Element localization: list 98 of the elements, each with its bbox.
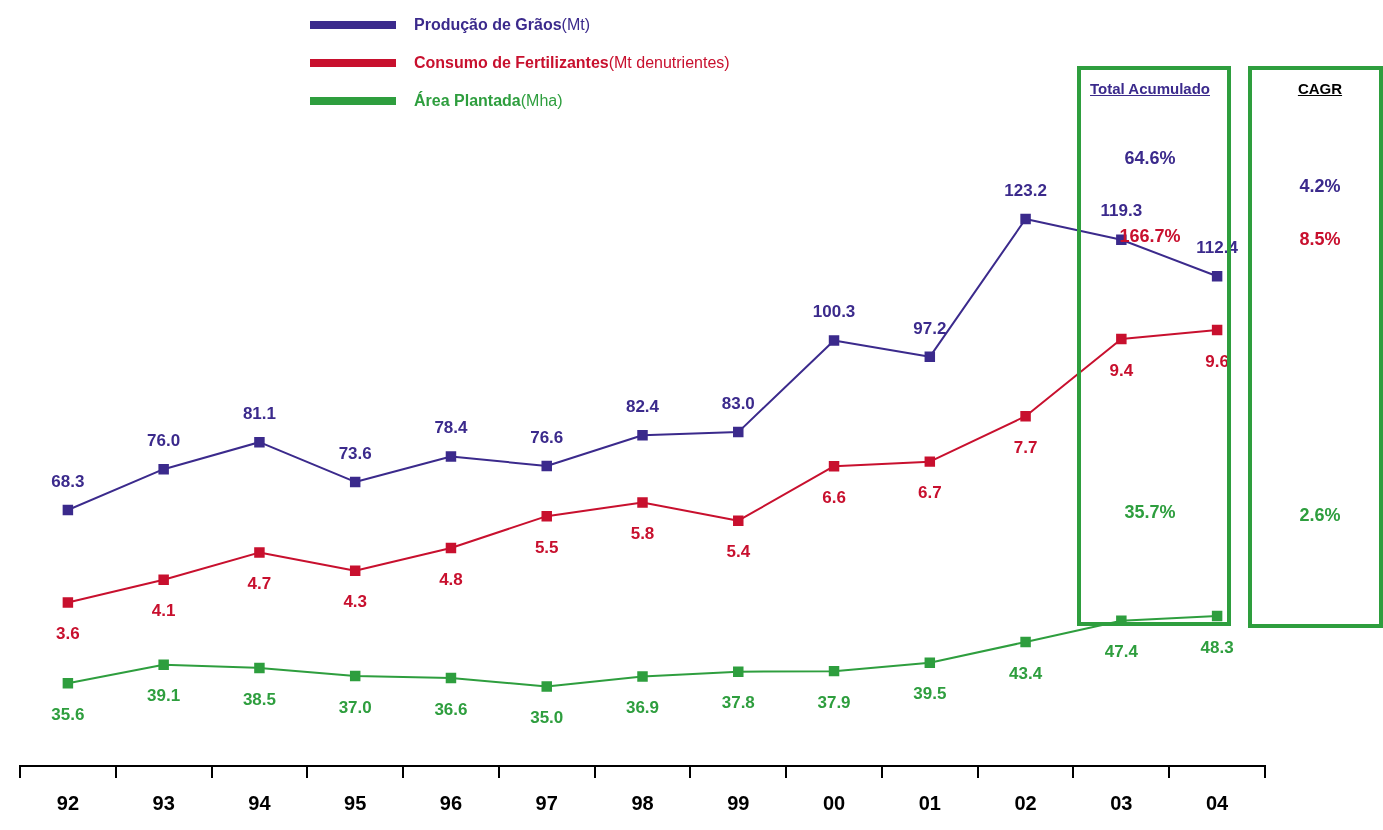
data-label: 119.3 [1100, 201, 1143, 221]
point [828, 460, 840, 472]
data-label: 82.4 [625, 396, 660, 416]
point [254, 436, 265, 448]
x-tick-label: 95 [344, 791, 367, 814]
point [1211, 610, 1223, 622]
data-label: 4.7 [247, 574, 272, 594]
point [158, 659, 169, 671]
text: Produção de Grãos(Mt) [414, 16, 591, 34]
annotation: 35.7% [1123, 502, 1177, 523]
data-label: 37.9 [817, 692, 851, 712]
point [541, 681, 552, 692]
data-label: 5.8 [630, 524, 655, 544]
data-label: 76.6 [530, 427, 564, 447]
text: Área Plantada(Mha) [414, 92, 563, 110]
x-tick-label: 92 [56, 791, 80, 814]
data-label: 123.2 [1004, 180, 1047, 200]
point [828, 665, 840, 677]
point [349, 565, 361, 576]
x-tick-label: 98 [631, 791, 654, 814]
point [349, 670, 361, 682]
data-label: 43.4 [1009, 663, 1043, 683]
point [254, 662, 265, 674]
data-label: 39.1 [147, 686, 181, 706]
point [1020, 636, 1031, 648]
point [1211, 271, 1223, 282]
point [254, 547, 265, 558]
data-label: 4.3 [343, 592, 368, 612]
point [637, 497, 648, 508]
point [924, 456, 936, 467]
point [1020, 213, 1031, 225]
data-label: 100.3 [812, 302, 856, 322]
text: 64.6% [1123, 148, 1177, 169]
data-label: 37.8 [721, 693, 755, 713]
data-label: 83.0 [721, 393, 755, 413]
data-label: 6.7 [917, 483, 942, 503]
data-label: 3.6 [56, 624, 80, 644]
data-label: 5.5 [534, 537, 559, 557]
x-tick-label: 00 [822, 791, 846, 814]
data-label: 78.4 [434, 418, 469, 438]
data-label: 5.4 [726, 542, 751, 562]
point [733, 426, 744, 438]
data-label: 73.6 [338, 443, 372, 463]
data-label: 9.4 [1109, 360, 1134, 380]
point [733, 515, 744, 526]
text: Total Acumulado [1090, 79, 1210, 99]
data-label: 4.8 [439, 569, 463, 589]
point [637, 671, 648, 682]
point [62, 597, 74, 608]
annotation: 166.7% [1119, 226, 1181, 246]
data-label: 36.9 [625, 698, 660, 718]
data-label: 4.1 [151, 601, 176, 621]
data-label: 81.1 [242, 403, 276, 423]
point [62, 678, 74, 689]
point [445, 451, 457, 462]
point [924, 351, 936, 363]
data-label: 68.3 [51, 471, 85, 491]
x-tick-label: 03 [1110, 791, 1133, 814]
x-tick-label: 04 [1205, 791, 1230, 814]
data-label: 35.0 [530, 708, 564, 728]
point [445, 542, 457, 554]
x-tick-label: 02 [1014, 791, 1037, 814]
point [1211, 324, 1223, 336]
point [924, 657, 936, 668]
x-tick-label: 96 [439, 791, 463, 814]
text: Consumo de Fertilizantes(Mt denutrientes) [414, 54, 730, 72]
point [541, 510, 552, 522]
text: 2.6% [1298, 505, 1342, 526]
data-label: 7.7 [1013, 437, 1038, 457]
point [828, 335, 840, 346]
point [158, 574, 169, 585]
point [158, 463, 169, 475]
text: CAGR [1296, 80, 1344, 97]
point [445, 672, 457, 684]
text: 8.5% [1298, 229, 1342, 250]
data-label: 48.3 [1200, 637, 1234, 657]
point [1116, 333, 1127, 345]
data-label: 6.6 [822, 487, 846, 507]
data-label: 76.0 [147, 430, 181, 450]
data-label: 37.0 [338, 697, 372, 717]
point [541, 460, 552, 472]
point [733, 666, 744, 677]
data-label: 47.4 [1104, 642, 1139, 662]
x-tick-label: 01 [918, 791, 941, 814]
x-tick-label: 93 [152, 791, 175, 814]
data-label: 36.6 [434, 699, 468, 719]
data-label: 35.6 [51, 705, 85, 725]
point [62, 504, 74, 516]
x-tick-label: 97 [535, 791, 558, 814]
data-label: 97.2 [913, 318, 947, 338]
point [349, 476, 361, 488]
text: 4.2% [1298, 176, 1342, 197]
x-tick-label: 94 [248, 791, 272, 814]
data-label: 39.5 [913, 684, 947, 704]
point [1020, 410, 1031, 422]
data-label: 38.5 [242, 689, 276, 709]
point [637, 430, 648, 441]
x-tick-label: 99 [727, 791, 750, 814]
